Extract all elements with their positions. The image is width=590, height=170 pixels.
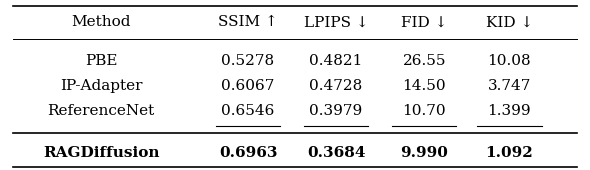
Text: 0.6963: 0.6963 <box>219 146 277 160</box>
Text: IP-Adapter: IP-Adapter <box>60 79 142 93</box>
Text: 1.092: 1.092 <box>486 146 533 160</box>
Text: PBE: PBE <box>85 54 117 68</box>
Text: 0.3684: 0.3684 <box>307 146 365 160</box>
Text: FID ↓: FID ↓ <box>401 15 447 29</box>
Text: 10.70: 10.70 <box>402 104 446 118</box>
Text: LPIPS ↓: LPIPS ↓ <box>304 15 368 29</box>
Text: ReferenceNet: ReferenceNet <box>48 104 155 118</box>
Text: KID ↓: KID ↓ <box>486 15 533 29</box>
Text: 0.3979: 0.3979 <box>310 104 363 118</box>
Text: 1.399: 1.399 <box>487 104 531 118</box>
Text: SSIM ↑: SSIM ↑ <box>218 15 278 29</box>
Text: 9.990: 9.990 <box>400 146 448 160</box>
Text: 3.747: 3.747 <box>488 79 531 93</box>
Text: Method: Method <box>71 15 131 29</box>
Text: 0.4728: 0.4728 <box>310 79 363 93</box>
Text: 0.5278: 0.5278 <box>221 54 274 68</box>
Text: 14.50: 14.50 <box>402 79 446 93</box>
Text: 0.6067: 0.6067 <box>221 79 275 93</box>
Text: 0.4821: 0.4821 <box>309 54 363 68</box>
Text: 26.55: 26.55 <box>402 54 446 68</box>
Text: RAGDiffusion: RAGDiffusion <box>43 146 159 160</box>
Text: 10.08: 10.08 <box>487 54 531 68</box>
Text: 0.6546: 0.6546 <box>221 104 275 118</box>
